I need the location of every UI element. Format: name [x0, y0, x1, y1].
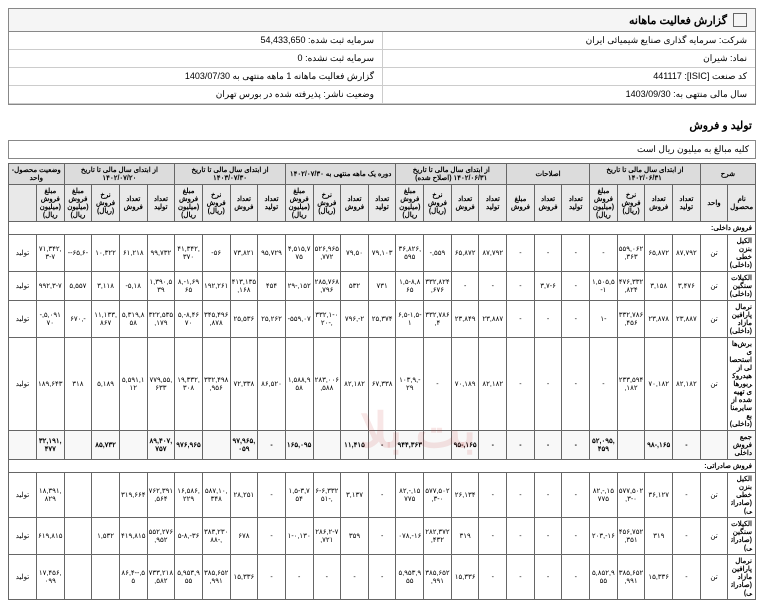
company-info-grid: شرکت: سرمایه گذاری صنایع شیمیائی ایران س… [9, 32, 755, 104]
col-desc: شرح [700, 164, 755, 185]
sum-row: جمع فروش داخلی-۱۶۵,-۹۸۵۲,۰۹۵,۴۵۹----۱۶۵,… [9, 431, 756, 460]
col-adj: اصلاحات [507, 164, 590, 185]
col-p1c: از ابتدای سال مالی تا تاریخ ۱۴۰۲/۰۶/۳۱ (… [396, 164, 507, 185]
reg-cap-cell: سرمایه ثبت شده: 54,433,650 [9, 32, 382, 50]
fiscal-end-cell: سال مالی منتهی به: 1403/09/30 [382, 86, 755, 104]
col-ytd: از ابتدای سال مالی تا تاریخ ۱۴۰۳/۰۷/۳۰ [175, 164, 286, 185]
symbol-cell: نماد: شیران [382, 50, 755, 68]
section-row: فروش داخلی: [9, 222, 756, 235]
company-cell: شرکت: سرمایه گذاری صنایع شیمیائی ایران [382, 32, 755, 50]
table-row: برش‌های استحصالی از هیدروکربورهای تهیه ش… [9, 338, 756, 431]
table-row: نرمال پارافین مازاد (داخلی)تن۲۳,۸۸۷۲۳,۸۷… [9, 301, 756, 338]
production-sales-table: شرح از ابتدای سال مالی تا تاریخ ۱۴۰۲/۰۶/… [8, 163, 756, 600]
h-product: نام محصول [728, 185, 756, 222]
table-row: نرمال پارافین مازاد (صادراتی)تن-۱۵,۳۳۶۳۸… [9, 555, 756, 600]
unreg-cap-cell: سرمایه ثبت نشده: 0 [9, 50, 382, 68]
col-p1: از ابتدای سال مالی تا تاریخ ۱۴۰۲/۰۶/۳۱ [590, 164, 701, 185]
currency-note: کلیه مبالغ به میلیون ریال است [8, 140, 756, 159]
table-body: فروش داخلی:الکیل بنزن خطی (داخلی)تن۸۷,۷۹… [9, 222, 756, 600]
isic-cell: کد صنعت [ISIC]: 441117 [382, 68, 755, 86]
table-row: الکیل بنزن خطی (داخلی)تن۸۷,۷۹۲۶۵,۸۷۲۵۵۹,… [9, 235, 756, 272]
report-period-cell: گزارش فعالیت ماهانه 1 ماهه منتهی به 1403… [9, 68, 382, 86]
table-row: الکیلات سنگین (صادراتی)تن-۳۱۹۴۵۶,۷۵۲,۳۵۱… [9, 518, 756, 555]
col-status: وضعیت محصول-واحد [9, 164, 65, 185]
report-title-bar: گزارش فعالیت ماهانه [9, 9, 755, 32]
col-month: دوره یک ماهه منتهی به ۱۴۰۲/۰۷/۳۰ [285, 164, 396, 185]
section-title: تولید و فروش [8, 115, 756, 136]
report-title: گزارش فعالیت ماهانه [629, 14, 727, 27]
report-icon [733, 13, 747, 27]
status-cell: وضعیت ناشر: پذیرفته شده در بورس تهران [9, 86, 382, 104]
col-prev: از ابتدای سال مالی تا تاریخ ۱۴۰۲/۰۷/۲۰ [64, 164, 175, 185]
table-row: الکیل بنزن خطی (صادراتی)تن-۳۶,۱۲۷۵۷۷,۵۰۲… [9, 473, 756, 518]
report-header: گزارش فعالیت ماهانه شرکت: سرمایه گذاری ص… [8, 8, 756, 105]
h-unit: واحد [700, 185, 728, 222]
table-row: الکیلات سنگین (داخلی)تن۳,۴۷۶۳,۱۵۸۴۷۶,۳۳۲… [9, 272, 756, 301]
section-row: فروش صادراتی: [9, 460, 756, 473]
